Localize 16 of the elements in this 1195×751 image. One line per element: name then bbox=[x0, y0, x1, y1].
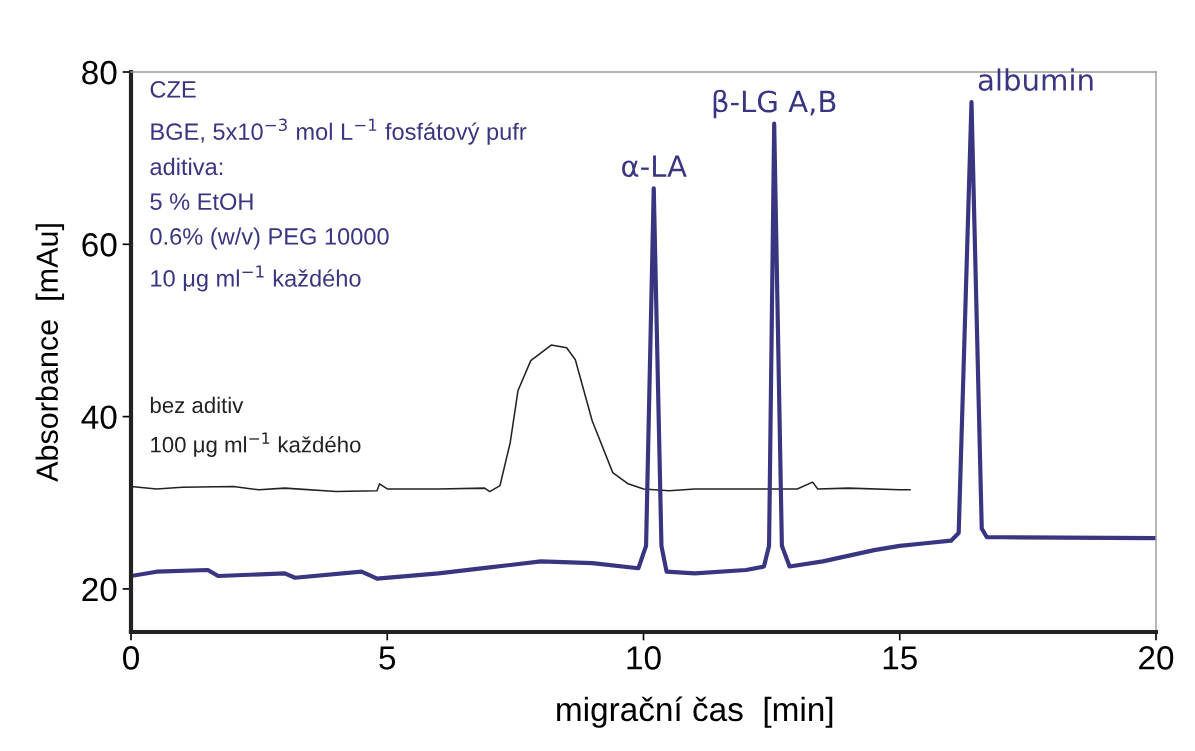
annotation: albumin bbox=[978, 68, 1093, 91]
x-tick-label: 5 bbox=[379, 646, 396, 670]
series-label: bez aditiv 100 μg ml$^{−1}$ každého bbox=[150, 396, 361, 457]
y-tick-label: 20 bbox=[82, 577, 117, 602]
x-tick-label: 15 bbox=[883, 646, 917, 670]
y-axis-title: Absorbance [mAu] bbox=[35, 224, 65, 482]
y-tick-label: 60 bbox=[82, 233, 117, 257]
x-tick-label: 20 bbox=[1139, 646, 1174, 670]
text: CZE BGE, 5x10$^{−3}$ mol L$^{−1}$ fosfátový pufr aditiva: 5 % EtOH 0.6% (w/v) PEG 10000 10 μg ml$^{−1}$ každého bbox=[150, 81, 527, 292]
x-axis-title: migrační čas [min] bbox=[557, 696, 833, 728]
annotation: α-LA bbox=[622, 155, 687, 178]
x-tick-label: 0 bbox=[123, 646, 139, 670]
annotation: β-LG A,B bbox=[713, 89, 836, 119]
y-tick-label: 80 bbox=[82, 60, 117, 85]
y-tick-label: 40 bbox=[81, 405, 117, 430]
x-tick-label: 10 bbox=[627, 646, 661, 670]
